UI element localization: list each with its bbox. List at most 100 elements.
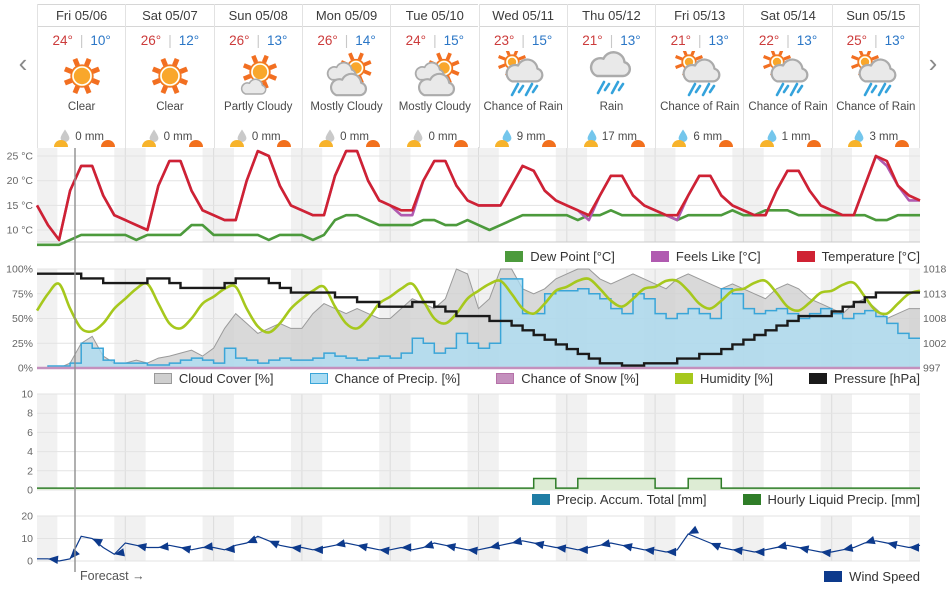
wind-direction-arrow [710,542,722,551]
day-precip-amount: 0 mm [215,129,302,144]
day-column-5[interactable]: Wed 05/11 23° | 15° Chance of Rain 9 mm [478,4,567,148]
day-high-temp: 21° [670,33,691,48]
night-band [909,147,920,242]
temp-divider: | [874,33,878,48]
day-condition: Chance of Rain [836,101,916,113]
night-band [644,147,676,242]
day-column-7[interactable]: Fri 05/13 21° | 13° Chance of Rain 6 mm [655,4,744,148]
wind-direction-arrow [136,543,147,552]
weather-icon-chance-rain [480,48,567,101]
wind-direction-arrow [754,547,765,557]
day-column-4[interactable]: Tue 05/10 24° | 15° Mostly Cloudy 0 mm [390,4,479,148]
sunrise-icon [406,140,421,147]
day-low-temp: 13° [796,33,818,48]
day-column-1[interactable]: Sat 05/07 26° | 12° Clear 0 mm [125,4,214,148]
wind-direction-arrow [379,546,390,555]
day-date: Fri 05/13 [656,4,744,27]
next-days-button[interactable]: › [920,46,946,80]
precipitation-chart-series [37,477,920,490]
sunrise-icon [142,140,156,147]
sunrise-icon [583,140,598,147]
wind-direction-arrow [909,543,919,552]
day-condition: Chance of Rain [748,101,828,113]
wind-direction-arrow [335,539,346,548]
y-tick-label: 100% [6,264,33,276]
droplet-icon [324,129,336,145]
day-column-0[interactable]: Fri 05/06 24° | 10° Clear 0 mm [37,4,126,148]
sunset-icon [454,140,469,147]
day-column-3[interactable]: Mon 05/09 26° | 14° Mostly Cloudy 0 mm [301,4,391,148]
day-temps: 21° | 13° [568,33,655,50]
y-tick-label: 6 [27,427,33,439]
wind-direction-arrow [423,540,435,549]
y-tick-label: 50% [12,313,33,325]
day-temps: 24° | 15° [391,33,478,50]
y-tick-label: 75% [12,288,33,300]
day-low-temp: 13° [708,33,729,48]
sunrise-icon [53,140,68,147]
temp-divider: | [433,33,437,48]
day-temps: 26° | 12° [126,33,213,50]
night-band [202,394,234,490]
wind-direction-arrow [268,540,280,549]
wind-direction-arrow [158,542,169,551]
precip-text: 0 mm [340,130,369,143]
weather-icon-chance-rain [744,48,831,101]
day-date: Fri 05/06 [38,4,126,27]
night-band [467,394,499,490]
day-low-temp: 12° [178,33,200,48]
atmosphere-chart-pressure-hpa-line [37,272,920,367]
day-column-9[interactable]: Sun 05/15 25° | 13° Chance of Rain 3 mm [831,4,920,148]
day-date: Sun 05/08 [214,4,302,27]
sunset-icon [365,140,380,147]
day-column-2[interactable]: Sun 05/08 26° | 13° Partly Cloudy 0 mm [213,4,302,148]
wind-direction-arrow [114,548,125,557]
day-date: Sat 05/07 [126,4,214,27]
day-low-temp: 13° [884,33,906,48]
day-column-6[interactable]: Thu 05/12 21° | 13° Rain 17 mm [566,4,656,148]
sunrise-icon [495,140,510,147]
atmosphere-chart-series [35,268,921,370]
day-temps: 25° | 13° [833,33,919,50]
temp-divider: | [168,33,172,48]
wind-direction-arrow [666,547,677,557]
day-high-temp: 23° [493,33,515,48]
right-y-tick-label: 1013 [923,288,947,300]
atmosphere-chart-chance-of-precip-area [37,278,920,368]
day-condition: Mostly Cloudy [310,101,383,113]
day-high-temp: 21° [582,33,603,48]
day-condition: Rain [599,101,624,113]
weather-icon-mostly-cloudy [391,51,478,101]
precipitation-chart-hourly-liquid-precip-mm-line [37,477,920,489]
day-low-temp: 14° [355,33,376,48]
day-column-8[interactable]: Sat 05/14 22° | 13° Chance of Rain 1 mm [743,4,832,148]
sunrise-icon [848,140,863,147]
droplet-icon [148,129,160,145]
day-date: Sat 05/14 [744,4,832,27]
temperature-chart-dew-point-c-line [37,209,920,247]
night-band [37,394,58,490]
prev-days-button[interactable]: ‹ [10,46,36,80]
day-high-temp: 22° [758,33,780,48]
right-y-tick-label: 1002 [923,338,947,350]
night-band [732,147,764,242]
day-precip-amount: 3 mm [833,129,919,144]
wind-direction-arrow [599,539,611,548]
weather-icon-partly-cloudy [215,51,302,101]
night-band [37,147,58,242]
wind-direction-arrow [820,548,832,558]
night-band [644,394,676,490]
precip-text: 0 mm [251,130,281,143]
day-date: Wed 05/11 [479,4,567,27]
wind-direction-arrow [224,544,235,553]
droplet-icon [586,129,598,145]
night-band [290,394,323,490]
precipitation-chart-hourly-liquid-precip-mm-area [37,478,920,490]
right-y-tick-label: 997 [923,363,941,375]
weather-icon-mostly-cloudy [303,51,390,101]
y-tick-label: 10 [21,389,33,401]
wind-direction-arrow [842,543,854,552]
day-temps: 26° | 13° [215,33,302,50]
weather-icon-rain [568,51,655,101]
